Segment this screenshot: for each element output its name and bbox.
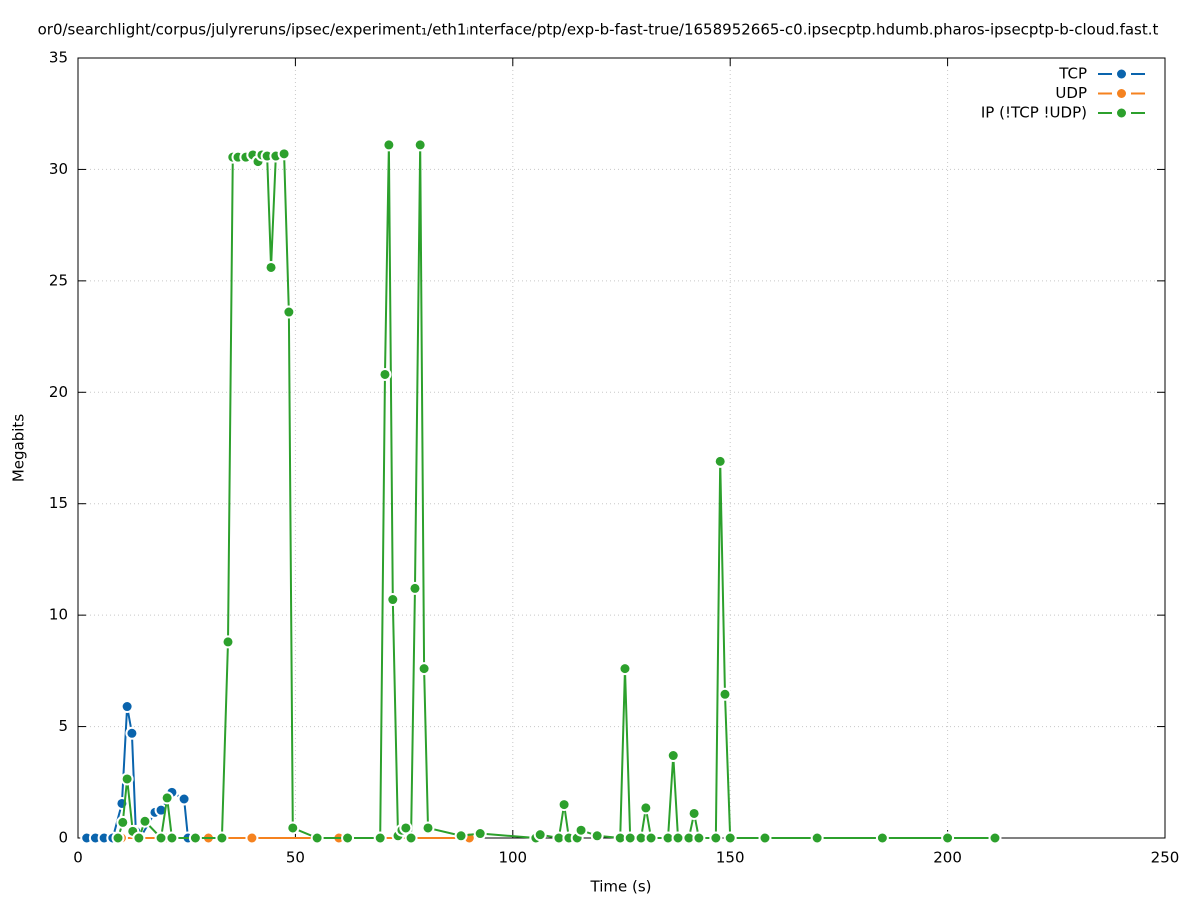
- series-line: [117, 144, 995, 841]
- data-point: [341, 831, 355, 845]
- data-point: [125, 726, 139, 740]
- data-point: [758, 831, 772, 845]
- y-tick-label: 15: [49, 494, 68, 512]
- data-point: [709, 831, 723, 845]
- x-tick-label: 0: [73, 849, 83, 867]
- data-point: [875, 831, 889, 845]
- data-point: [165, 831, 179, 845]
- data-point: [282, 305, 296, 319]
- data-point: [644, 831, 658, 845]
- data-point: [382, 138, 396, 152]
- x-axis-label: Time (s): [590, 878, 652, 896]
- data-point: [574, 823, 588, 837]
- data-point: [408, 581, 422, 595]
- data-point: [245, 831, 259, 845]
- data-point: [713, 454, 727, 468]
- data-point: [215, 831, 229, 845]
- y-tick-label: 35: [49, 49, 68, 67]
- data-point: [116, 815, 130, 829]
- x-tick-label: 150: [716, 849, 745, 867]
- y-tick-label: 20: [49, 383, 68, 401]
- data-point: [120, 700, 134, 714]
- data-point: [177, 792, 191, 806]
- data-point: [723, 831, 737, 845]
- data-point: [639, 801, 653, 815]
- data-point: [941, 831, 955, 845]
- data-point: [286, 821, 300, 835]
- data-point: [413, 138, 427, 152]
- data-point: [687, 806, 701, 820]
- data-point: [404, 831, 418, 845]
- data-point: [533, 828, 547, 842]
- y-tick-label: 0: [58, 829, 68, 847]
- data-point: [623, 831, 637, 845]
- data-point: [378, 367, 392, 381]
- data-point: [988, 831, 1002, 845]
- legend-label: IP (!TCP !UDP): [981, 104, 1087, 122]
- chart-title: or0/searchlight/corpus/julyreruns/ipsec/…: [38, 21, 1159, 39]
- y-tick-label: 10: [49, 606, 68, 624]
- data-point: [557, 798, 571, 812]
- data-point: [666, 749, 680, 763]
- legend-marker: [1115, 67, 1128, 81]
- data-point: [618, 662, 632, 676]
- data-point: [154, 831, 168, 845]
- data-point: [160, 791, 174, 805]
- data-point: [692, 831, 706, 845]
- data-point: [417, 662, 431, 676]
- data-point: [454, 829, 468, 843]
- data-point: [111, 831, 125, 845]
- data-point: [810, 831, 824, 845]
- data-point: [221, 635, 235, 649]
- x-tick-label: 250: [1151, 849, 1180, 867]
- legend-label: TCP: [1058, 65, 1087, 83]
- data-point: [188, 831, 202, 845]
- data-point: [132, 831, 146, 845]
- y-axis-label: Megabits: [10, 414, 28, 482]
- x-tick-label: 50: [286, 849, 305, 867]
- data-point: [671, 831, 685, 845]
- data-point: [718, 687, 732, 701]
- data-point: [590, 829, 604, 843]
- data-point: [277, 147, 291, 161]
- data-point: [264, 260, 278, 274]
- y-tick-label: 30: [49, 160, 68, 178]
- data-point: [154, 803, 168, 817]
- data-point: [120, 772, 134, 786]
- data-point: [399, 821, 413, 835]
- data-point: [421, 821, 435, 835]
- data-point: [473, 827, 487, 841]
- x-tick-label: 100: [498, 849, 527, 867]
- y-tick-label: 25: [49, 271, 68, 289]
- data-point: [138, 814, 152, 828]
- x-tick-label: 200: [933, 849, 962, 867]
- legend-marker: [1115, 106, 1128, 120]
- plot-frame: [77, 57, 1166, 839]
- legend-label: UDP: [1055, 84, 1087, 102]
- data-point: [310, 831, 324, 845]
- data-point: [386, 593, 400, 607]
- data-point: [373, 831, 387, 845]
- legend-marker: [1115, 87, 1128, 100]
- y-tick-label: 5: [58, 717, 68, 735]
